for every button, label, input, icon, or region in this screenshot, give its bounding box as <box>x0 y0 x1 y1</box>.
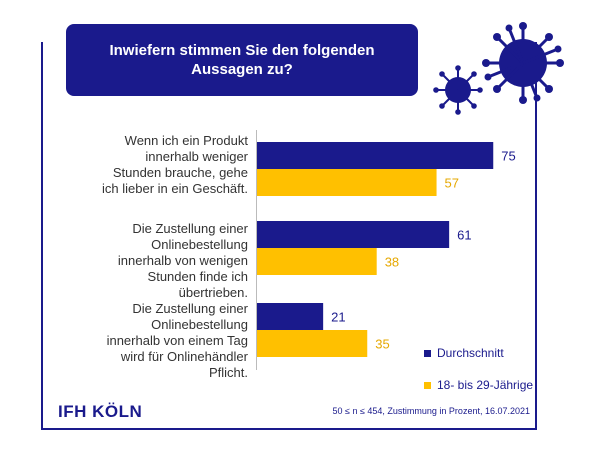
chart-frame <box>41 42 537 430</box>
category-label: Die Zustellung einer Onlinebestellung in… <box>106 301 248 380</box>
virus-icon <box>482 22 564 104</box>
brand-logo: IFH KÖLN <box>58 402 143 421</box>
y-axis-line <box>256 130 257 370</box>
legend-item-durchschnitt: Durchschnitt <box>424 346 504 360</box>
legend-item-18-29: 18- bis 29-Jährige <box>424 378 533 392</box>
legend-swatch <box>424 349 431 357</box>
footnote: 50 ≤ n ≤ 454, Zustimmung in Prozent, 16.… <box>332 406 531 416</box>
legend-label: Durchschnitt <box>437 346 504 360</box>
category-label: Die Zustellung einer Onlinebestellung in… <box>117 221 248 300</box>
virus-icon <box>433 65 483 115</box>
legend-swatch <box>424 381 431 389</box>
category-label: Wenn ich ein Produkt innerhalb weniger S… <box>102 133 248 196</box>
legend-label: 18- bis 29-Jährige <box>437 378 534 392</box>
chart-title: Inwiefern stimmen Sie den folgenden Auss… <box>66 24 418 96</box>
